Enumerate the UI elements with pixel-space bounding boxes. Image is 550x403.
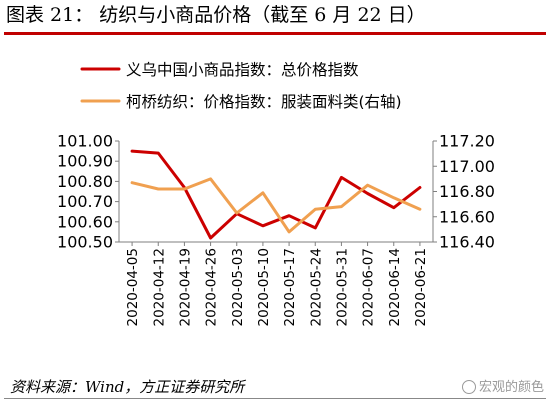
right-y-tick-label: 116.60 <box>439 207 495 226</box>
right-y-tick-label: 116.80 <box>439 182 495 201</box>
x-tick-label: 2020-06-14 <box>387 248 403 326</box>
x-tick-label: 2020-06-07 <box>361 248 377 326</box>
x-tick-label: 2020-06-21 <box>413 248 429 326</box>
right-y-tick-label: 116.40 <box>439 233 495 252</box>
x-tick-label: 2020-04-12 <box>151 248 167 326</box>
x-tick-label: 2020-04-26 <box>204 248 220 326</box>
right-y-tick-label: 117.20 <box>439 132 495 151</box>
left-y-tick-label: 100.50 <box>57 233 113 252</box>
x-tick-label: 2020-05-10 <box>256 248 272 326</box>
wechat-icon <box>461 380 476 394</box>
legend-label-1: 义乌中国小商品指数：总价格指数 <box>126 61 359 79</box>
x-tick-label: 2020-05-17 <box>282 248 298 326</box>
watermark-text: 宏观的颜色 <box>478 380 544 395</box>
x-tick-label: 2020-04-05 <box>125 248 141 326</box>
left-y-tick-label: 101.00 <box>57 132 113 151</box>
right-y-tick-label: 117.00 <box>439 157 495 176</box>
figure-title: 图表 21： 纺织与小商品价格（截至 6 月 22 日） <box>6 4 426 26</box>
x-tick-label: 2020-05-31 <box>334 248 350 326</box>
chart-series <box>130 149 422 240</box>
left-y-tick-label: 100.60 <box>57 212 113 231</box>
left-y-tick-label: 100.80 <box>57 172 113 191</box>
watermark: 宏观的颜色 <box>461 376 544 395</box>
source-note: 资料来源：Wind，方正证券研究所 <box>10 378 245 396</box>
x-tick-label: 2020-04-19 <box>177 248 193 326</box>
left-y-tick-label: 100.90 <box>57 152 113 171</box>
series-line-2 <box>130 177 422 234</box>
x-tick-label: 2020-05-24 <box>308 248 324 326</box>
title-rule <box>4 32 546 35</box>
legend-label-2: 柯桥纺织：价格指数：服装面料类(右轴) <box>126 93 402 111</box>
left-y-tick-label: 100.70 <box>57 192 113 211</box>
series-line-1 <box>130 149 422 240</box>
x-tick-label: 2020-05-03 <box>230 248 246 326</box>
bottom-rule <box>4 398 546 399</box>
